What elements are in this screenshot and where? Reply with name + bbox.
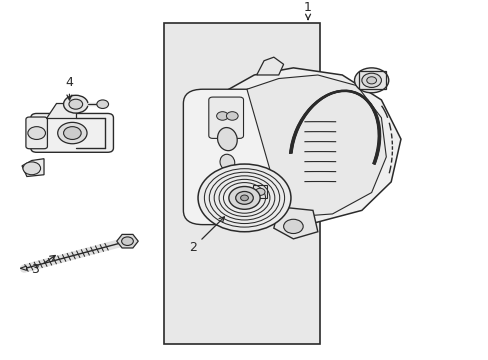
Circle shape bbox=[255, 188, 264, 195]
Text: 3: 3 bbox=[31, 256, 55, 276]
FancyBboxPatch shape bbox=[252, 185, 267, 198]
Circle shape bbox=[215, 179, 232, 192]
Circle shape bbox=[63, 95, 88, 113]
Circle shape bbox=[361, 73, 381, 87]
Ellipse shape bbox=[220, 154, 234, 170]
Circle shape bbox=[219, 182, 228, 189]
FancyBboxPatch shape bbox=[26, 117, 47, 149]
Polygon shape bbox=[256, 57, 283, 75]
Circle shape bbox=[198, 164, 290, 232]
Circle shape bbox=[216, 112, 228, 120]
Circle shape bbox=[63, 127, 81, 139]
Polygon shape bbox=[273, 207, 317, 239]
Text: 2: 2 bbox=[189, 217, 224, 254]
Text: 1: 1 bbox=[304, 1, 311, 19]
Polygon shape bbox=[117, 234, 138, 248]
Text: 4: 4 bbox=[65, 76, 73, 100]
Polygon shape bbox=[20, 266, 26, 270]
Circle shape bbox=[240, 195, 248, 201]
Circle shape bbox=[122, 237, 133, 246]
Circle shape bbox=[69, 99, 82, 109]
Polygon shape bbox=[246, 75, 386, 217]
Circle shape bbox=[228, 186, 260, 209]
Circle shape bbox=[226, 112, 238, 120]
Polygon shape bbox=[46, 103, 76, 118]
Circle shape bbox=[23, 162, 41, 175]
Circle shape bbox=[28, 127, 45, 139]
FancyBboxPatch shape bbox=[208, 97, 243, 138]
Polygon shape bbox=[203, 182, 222, 217]
Circle shape bbox=[235, 192, 253, 204]
Polygon shape bbox=[212, 68, 400, 225]
Polygon shape bbox=[22, 159, 44, 176]
Circle shape bbox=[354, 68, 388, 93]
FancyBboxPatch shape bbox=[183, 89, 285, 225]
Ellipse shape bbox=[217, 127, 237, 151]
Circle shape bbox=[58, 122, 87, 144]
Circle shape bbox=[283, 219, 303, 234]
Bar bbox=[163, 23, 320, 344]
FancyBboxPatch shape bbox=[31, 113, 113, 152]
Circle shape bbox=[366, 77, 376, 84]
Circle shape bbox=[97, 100, 108, 108]
